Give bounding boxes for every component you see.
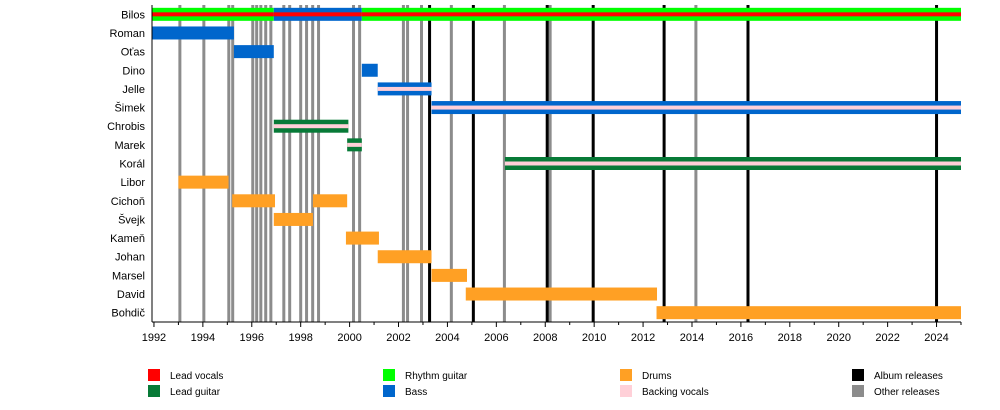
bar-drums [273, 212, 313, 226]
bar-bass [233, 45, 274, 59]
x-tick-label: 1994 [191, 332, 215, 344]
legend-item-album: Album releases [852, 369, 943, 382]
x-tick-label: 2002 [386, 332, 410, 344]
member-label: Marek [114, 140, 145, 152]
x-tick-label: 2022 [875, 332, 899, 344]
bar-bass [152, 26, 234, 40]
bar-drums [656, 306, 961, 320]
bar-drums [345, 231, 379, 245]
legend-item-drums: Drums [620, 369, 671, 382]
bar-bass [361, 63, 378, 77]
legend-label: Drums [642, 371, 671, 382]
x-tick-label: 2006 [484, 332, 508, 344]
member-label: Korál [119, 159, 145, 171]
member-label: Cichoň [111, 196, 145, 208]
member-label: Roman [110, 28, 145, 40]
member-label: Šimek [114, 102, 145, 115]
x-tick-label: 1996 [240, 332, 264, 344]
legend-label: Backing vocals [642, 387, 709, 398]
member-label: Oťas [121, 47, 146, 59]
member-label: Libor [121, 177, 146, 189]
legend-swatch [620, 369, 632, 381]
legend-item-rhythm-guitar: Rhythm guitar [383, 369, 468, 382]
bar-drums [465, 287, 658, 301]
x-tick-label: 2000 [337, 332, 361, 344]
legend-item-lead-guitar: Lead guitar [148, 385, 221, 398]
bar-drums [178, 175, 229, 189]
member-label: Johan [115, 252, 145, 264]
x-tick-label: 2008 [533, 332, 557, 344]
bar-stripe-backing-vocals [377, 86, 432, 91]
legend-swatch [148, 385, 160, 397]
x-tick-label: 2024 [924, 332, 948, 344]
member-label: David [117, 289, 145, 301]
member-label: Marsel [112, 270, 145, 282]
legend-swatch [852, 385, 864, 397]
x-tick-label: 2016 [729, 332, 753, 344]
legend-item-bass: Bass [383, 385, 427, 398]
legend-swatch [148, 369, 160, 381]
legend-label: Album releases [874, 371, 943, 382]
member-label: Bilos [121, 9, 145, 21]
member-label: Bohdič [111, 308, 145, 320]
member-label: Kameň [110, 233, 145, 245]
member-label: Dino [122, 65, 145, 77]
x-tick-label: 2014 [680, 332, 704, 344]
legend-swatch [852, 369, 864, 381]
x-tick-label: 1998 [288, 332, 312, 344]
x-tick-label: 2012 [631, 332, 655, 344]
member-label: Jelle [122, 84, 145, 96]
legend-swatch [620, 385, 632, 397]
legend-swatch [383, 369, 395, 381]
legend-label: Lead guitar [170, 387, 221, 398]
legend-item-other: Other releases [852, 385, 940, 398]
bar-stripe-backing-vocals [504, 161, 961, 166]
bar-stripe-backing-vocals [431, 105, 961, 110]
bar-drums [312, 194, 348, 208]
bar-drums [232, 194, 276, 208]
x-tick-label: 1992 [142, 332, 166, 344]
member-label: Švejk [118, 213, 145, 226]
bar-stripe-lead-vocals [361, 12, 962, 17]
legend-label: Lead vocals [170, 371, 223, 382]
legend-swatch [383, 385, 395, 397]
legend-item-lead-vocals: Lead vocals [148, 369, 223, 382]
x-tick-label: 2004 [435, 332, 459, 344]
legend-item-backing-vocals: Backing vocals [620, 385, 709, 398]
x-tick-label: 2020 [826, 332, 850, 344]
x-tick-label: 2010 [582, 332, 606, 344]
bar-stripe-backing-vocals [273, 124, 349, 129]
x-tick-label: 2018 [778, 332, 802, 344]
legend-label: Rhythm guitar [405, 371, 468, 382]
legend-label: Other releases [874, 387, 940, 398]
bar-stripe-lead-vocals [152, 12, 274, 17]
bar-drums [377, 250, 432, 264]
bar-drums [431, 268, 467, 282]
member-label: Chrobis [107, 121, 145, 133]
bar-stripe-lead-vocals [273, 12, 362, 17]
legend-label: Bass [405, 387, 427, 398]
bar-stripe-backing-vocals [347, 142, 362, 147]
